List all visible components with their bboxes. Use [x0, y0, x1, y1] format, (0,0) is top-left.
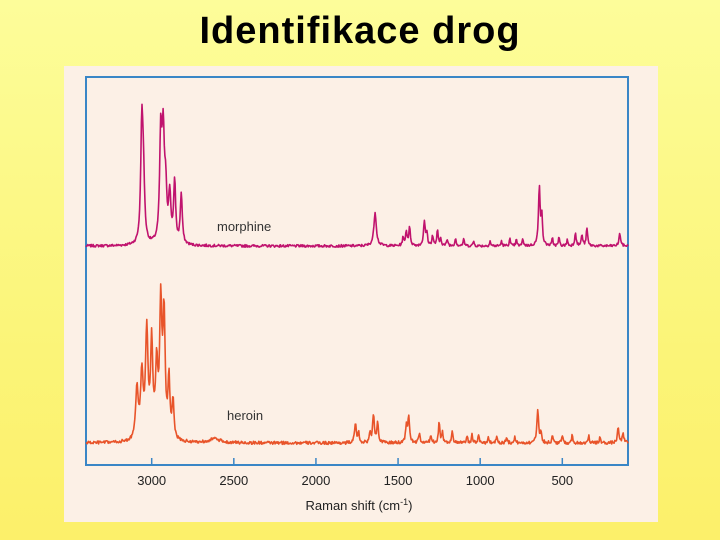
x-tick-label-1000: 1000 — [466, 473, 495, 488]
x-tick-label-2500: 2500 — [219, 473, 248, 488]
spectrum-figure-panel: 3000 2500 2000 1500 1000 500 morphine heroin … — [64, 66, 658, 522]
x-axis-title-main: Raman shift (cm — [306, 498, 401, 513]
series-label-morphine: morphine — [217, 219, 271, 234]
spectrum-line-heroin — [85, 283, 629, 446]
x-axis-tick-labels: 3000 2500 2000 1500 1000 500 — [137, 473, 573, 488]
x-axis-title-tail: ) — [408, 498, 412, 513]
x-tick-label-3000: 3000 — [137, 473, 166, 488]
raman-spectra-chart: 3000 2500 2000 1500 1000 500 morphine heroin … — [85, 76, 629, 513]
plot-frame — [85, 76, 629, 466]
x-axis-ticks — [150, 458, 564, 465]
spectrum-lines — [85, 103, 629, 446]
spectrum-line-morphine — [85, 103, 629, 248]
x-axis-title: Raman shift (cm-1) — [306, 497, 413, 513]
x-tick-label-2000: 2000 — [301, 473, 330, 488]
x-axis-title-superscript: -1 — [400, 497, 408, 507]
slide-title: Identifikace drog — [199, 10, 521, 52]
series-label-heroin: heroin — [227, 408, 263, 423]
x-tick-label-1500: 1500 — [384, 473, 413, 488]
x-tick-label-500: 500 — [551, 473, 573, 488]
